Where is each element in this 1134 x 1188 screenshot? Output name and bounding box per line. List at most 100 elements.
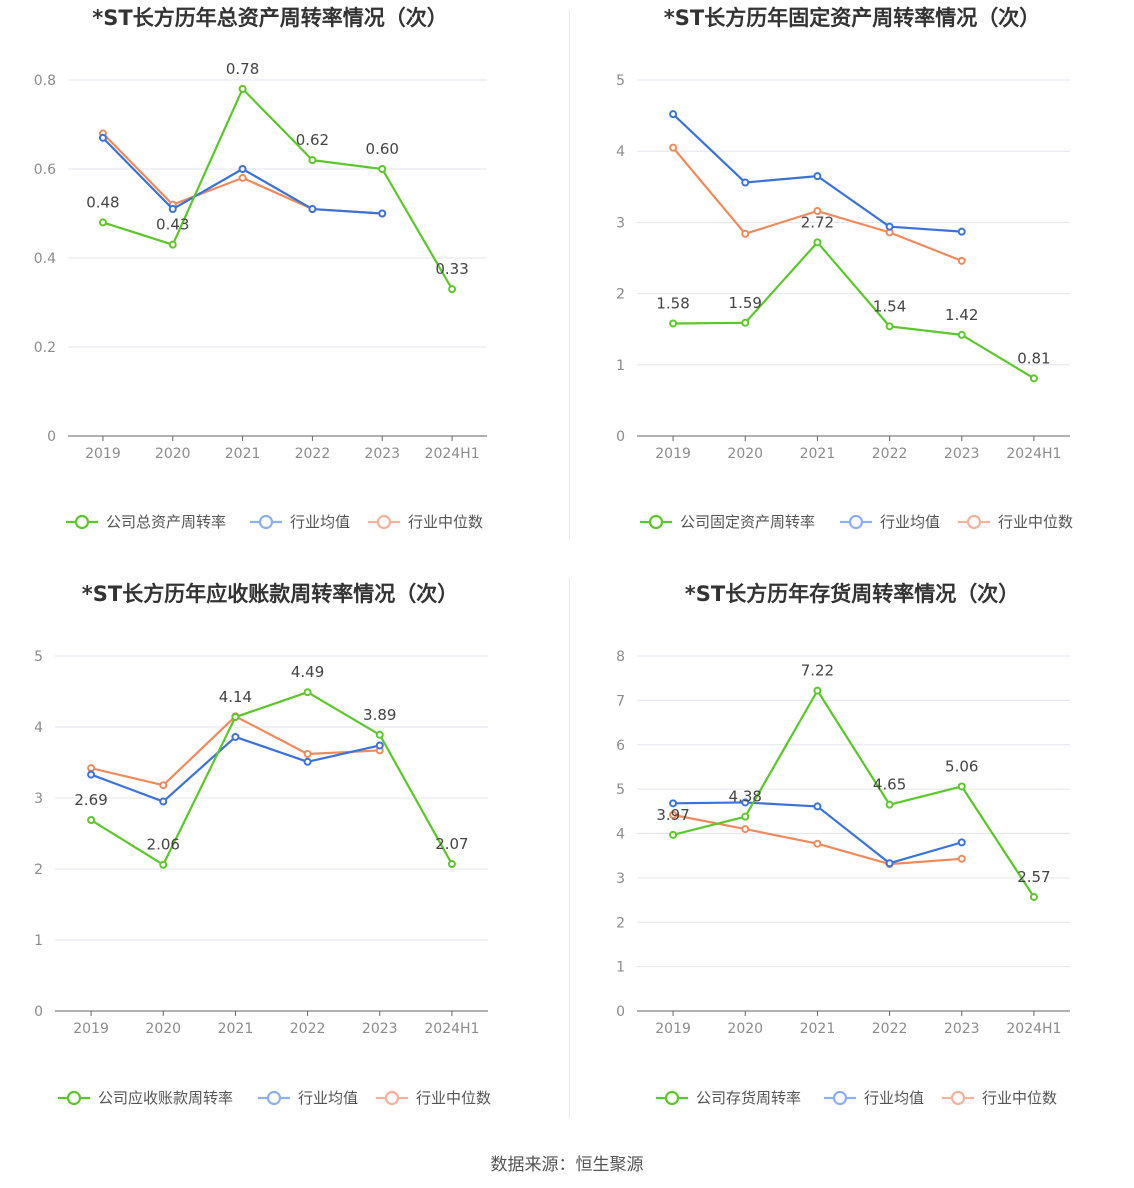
- chart-receivables-turnover: *ST长方历年应收账款周转率情况（次） 0 1 2 3 4 5 2019 2020 2021 202…: [0, 576, 567, 1151]
- y-tick-label: 1: [616, 358, 625, 374]
- data-label: 4.65: [873, 776, 906, 794]
- legend-item-avg: 行业均值: [840, 513, 940, 531]
- data-point-company: [159, 860, 168, 869]
- data-source: 数据来源：恒生聚源: [490, 1155, 644, 1175]
- series-line-avg: [90, 735, 380, 803]
- legend-marker: [848, 514, 864, 530]
- legend-item-median: 行业中位数: [942, 1089, 1057, 1107]
- legend-label: 行业中位数: [416, 1089, 491, 1107]
- series-line-median: [102, 132, 383, 215]
- data-point-median: [957, 854, 966, 863]
- x-tick-label: 2024H1: [1006, 446, 1061, 462]
- y-tick-label: 5: [616, 73, 625, 89]
- legend-label: 行业均值: [864, 1089, 924, 1107]
- x-tick-label: 2024H1: [1006, 1021, 1061, 1037]
- legend-label: 公司总资产周转率: [106, 513, 226, 531]
- y-tick-label: 4: [616, 144, 625, 160]
- data-label: 2.69: [74, 791, 107, 809]
- data-point-company: [87, 816, 96, 825]
- y-tick-label: 4: [616, 827, 625, 843]
- y-tick-label: 0: [616, 429, 625, 445]
- data-point-company: [98, 218, 107, 227]
- legend-item-company: 公司应收账款周转率: [58, 1089, 233, 1107]
- legend-item-avg: 行业均值: [824, 1089, 924, 1107]
- data-point-median: [303, 749, 312, 758]
- data-point-avg: [98, 133, 107, 142]
- y-tick-label: 2: [34, 862, 43, 878]
- data-point-avg: [375, 741, 384, 750]
- legend-item-avg: 行业均值: [250, 513, 350, 531]
- y-tick-label: 1: [616, 960, 625, 976]
- x-tick-label: 2022: [872, 1021, 908, 1037]
- data-point-company: [378, 165, 387, 173]
- divider-bottom: [569, 578, 570, 1118]
- x-tick-label: 2022: [290, 1021, 326, 1037]
- x-tick-label: 2019: [73, 1021, 109, 1037]
- data-point-avg: [669, 110, 678, 119]
- data-point-company: [1029, 374, 1038, 383]
- x-tick-label: 2019: [655, 446, 691, 462]
- series-line-company: [102, 87, 454, 290]
- data-point-company: [669, 319, 678, 328]
- data-label: 4.14: [219, 688, 252, 706]
- chart-title: *ST长方历年总资产周转率情况（次）: [92, 6, 447, 30]
- data-point-avg: [238, 165, 247, 173]
- x-tick-label: 2021: [218, 1021, 254, 1037]
- legend-marker: [664, 1090, 680, 1106]
- y-tick-label: 4: [34, 720, 43, 736]
- legend-marker: [258, 514, 274, 530]
- data-point-median: [813, 839, 822, 848]
- x-tick-label: 2023: [944, 446, 980, 462]
- data-point-company: [813, 686, 822, 695]
- data-point-company: [375, 730, 384, 739]
- y-tick-label: 6: [616, 738, 625, 754]
- data-point-avg: [168, 205, 177, 214]
- x-tick-label: 2021: [800, 446, 836, 462]
- legend-marker: [384, 1090, 400, 1106]
- data-point-company: [447, 860, 456, 869]
- x-tick-label: 2020: [727, 1021, 763, 1037]
- legend-label: 行业中位数: [998, 513, 1073, 531]
- chart-title: *ST长方历年存货周转率情况（次）: [685, 582, 1019, 606]
- x-tick-label: 2022: [872, 446, 908, 462]
- data-point-avg: [669, 799, 678, 808]
- y-tick-label: 0: [47, 429, 56, 445]
- chart-svg: *ST长方历年总资产周转率情况（次） 0 0.2 0.4 0.6 0.8 2019 2020 2…: [34, 6, 487, 531]
- data-label: 2.72: [801, 213, 834, 231]
- data-label: 3.97: [656, 806, 689, 824]
- data-point-median: [669, 143, 678, 152]
- series-line-avg: [673, 801, 963, 865]
- chart-fixed-asset-turnover: *ST长方历年固定资产周转率情况（次） 0 1 2 3 4 5 2019 2020 2021 202…: [582, 0, 1134, 575]
- x-tick-label: 2019: [655, 1021, 691, 1037]
- data-point-avg: [303, 757, 312, 766]
- data-label: 0.81: [1017, 349, 1050, 367]
- data-point-company: [238, 84, 247, 93]
- legend-item-median: 行业中位数: [958, 513, 1073, 531]
- data-point-avg: [885, 859, 894, 868]
- legend-label: 行业均值: [298, 1089, 358, 1107]
- data-label: 1.54: [873, 297, 906, 315]
- data-point-company: [741, 318, 750, 327]
- legend-marker: [266, 1090, 282, 1106]
- legend-marker: [832, 1090, 848, 1106]
- legend-label: 行业中位数: [408, 513, 483, 531]
- data-label: 0.62: [296, 131, 329, 149]
- series-line-company: [90, 691, 453, 866]
- divider-top: [569, 10, 570, 540]
- chart-svg: *ST长方历年固定资产周转率情况（次） 0 1 2 3 4 5 2019 2020 2021 202…: [616, 6, 1073, 531]
- data-label: 2.57: [1017, 868, 1050, 886]
- data-point-company: [669, 830, 678, 839]
- data-point-company: [231, 713, 240, 722]
- x-tick-label: 2020: [727, 446, 763, 462]
- data-point-avg: [308, 205, 317, 214]
- data-label: 0.43: [156, 216, 189, 234]
- x-tick-label: 2023: [944, 1021, 980, 1037]
- data-point-company: [885, 322, 894, 331]
- data-label: 2.07: [435, 835, 468, 853]
- x-tick-label: 2021: [225, 446, 261, 462]
- y-tick-label: 0.2: [34, 340, 56, 356]
- y-tick-label: 0.8: [34, 73, 56, 89]
- x-tick-label: 2024H1: [424, 1021, 479, 1037]
- data-point-avg: [957, 838, 966, 847]
- x-tick-label: 2023: [364, 446, 400, 462]
